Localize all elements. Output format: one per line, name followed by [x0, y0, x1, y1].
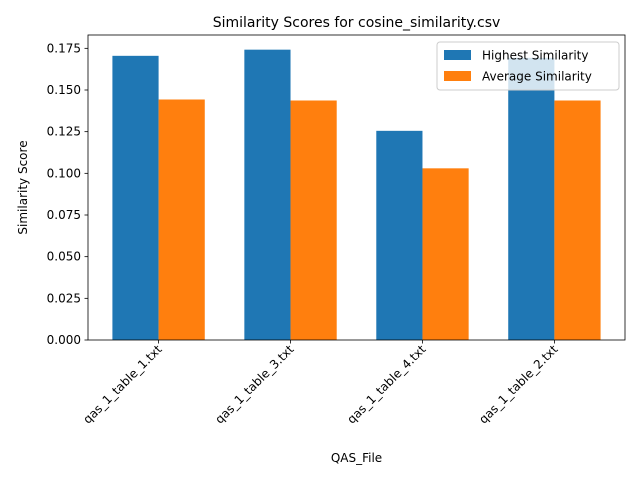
- bar-average-0: [158, 99, 205, 340]
- bar-highest-1: [244, 49, 291, 341]
- x-tick-label: qas_1_table_4.txt: [344, 342, 429, 427]
- x-axis: qas_1_table_1.txt qas_1_table_3.txt qas_1_…: [80, 340, 561, 427]
- legend-label-highest: Highest Similarity: [482, 49, 588, 63]
- bar-highest-0: [112, 55, 159, 340]
- y-axis-label: Similarity Score: [16, 140, 30, 234]
- legend-swatch-average: [444, 71, 471, 81]
- legend: Highest Similarity Average Similarity: [436, 41, 620, 91]
- x-tick-label: qas_1_table_1.txt: [80, 342, 165, 427]
- bars-layer: [112, 49, 601, 341]
- legend-label-average: Average Similarity: [482, 70, 592, 84]
- y-tick-label: 0.075: [47, 208, 81, 222]
- x-tick-label: qas_1_table_3.txt: [212, 342, 297, 427]
- legend-frame: [436, 41, 620, 91]
- bar-average-1: [290, 100, 337, 340]
- bar-highest-3: [508, 57, 555, 340]
- y-tick-label: 0.125: [47, 125, 81, 139]
- legend-swatch-highest: [444, 50, 471, 60]
- y-tick-label: 0.100: [47, 166, 81, 180]
- y-tick-label: 0.000: [47, 333, 81, 347]
- bar-average-2: [422, 168, 469, 340]
- x-tick-label: qas_1_table_2.txt: [476, 342, 561, 427]
- y-tick-label: 0.050: [47, 250, 81, 264]
- plot-frame: [87, 34, 626, 341]
- y-tick-label: 0.025: [47, 291, 81, 305]
- chart-title: Similarity Scores for cosine_similarity.…: [213, 15, 501, 31]
- x-axis-label: QAS_File: [331, 451, 382, 465]
- bar-average-3: [554, 100, 601, 340]
- y-axis: 0.000 0.025 0.050 0.075 0.100 0.125 0.150 0.175: [47, 41, 88, 347]
- y-tick-label: 0.150: [47, 83, 81, 97]
- y-tick-label: 0.175: [47, 41, 81, 55]
- bar-highest-2: [376, 130, 423, 340]
